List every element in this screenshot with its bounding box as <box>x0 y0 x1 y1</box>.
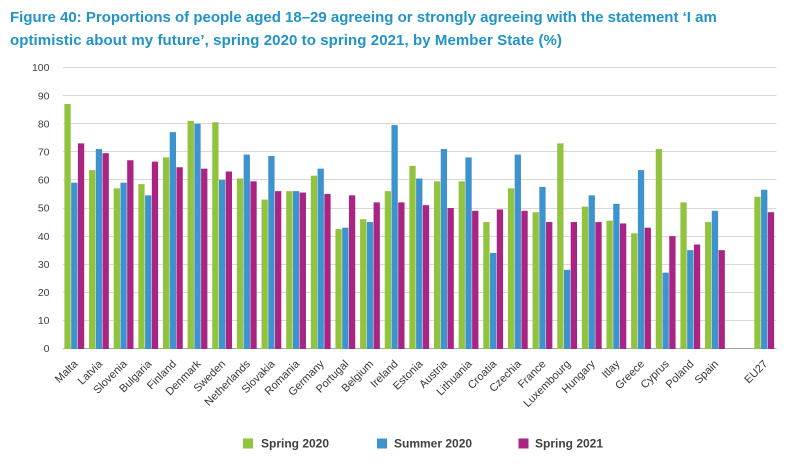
svg-text:optimistic about my future’, s: optimistic about my future’, spring 2020… <box>10 32 562 49</box>
svg-text:60: 60 <box>38 175 50 187</box>
svg-text:80: 80 <box>38 118 50 130</box>
svg-text:50: 50 <box>38 203 50 215</box>
svg-text:30: 30 <box>38 259 50 271</box>
svg-text:Summer 2020: Summer 2020 <box>394 437 472 451</box>
svg-text:10: 10 <box>38 315 50 327</box>
svg-text:70: 70 <box>38 147 50 159</box>
svg-text:90: 90 <box>38 90 50 102</box>
svg-text:20: 20 <box>38 287 50 299</box>
svg-text:0: 0 <box>44 343 50 355</box>
svg-text:Figure 40: Proportions of peop: Figure 40: Proportions of people aged 18… <box>10 9 717 26</box>
svg-text:100: 100 <box>32 62 50 74</box>
svg-text:Spring 2021: Spring 2021 <box>535 437 603 451</box>
svg-text:Spring 2020: Spring 2020 <box>261 437 329 451</box>
svg-text:40: 40 <box>38 231 50 243</box>
